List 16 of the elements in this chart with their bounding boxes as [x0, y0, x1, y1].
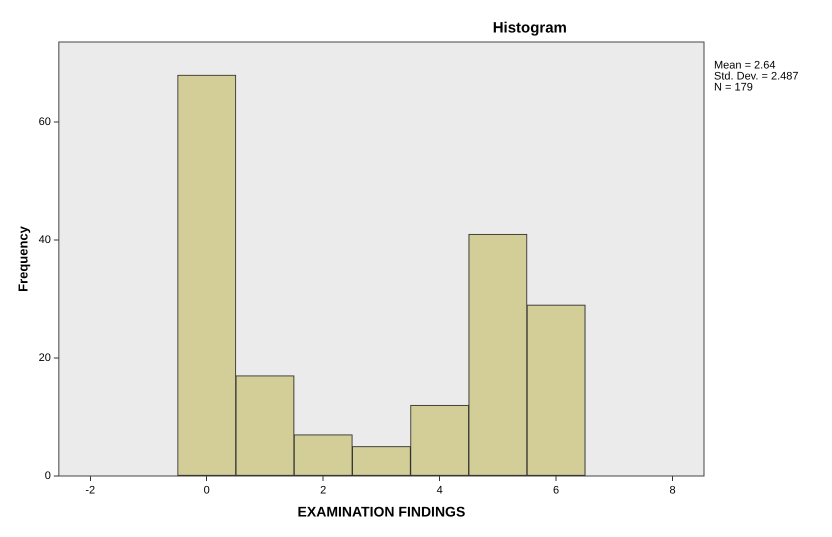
x-tick-label: 8: [669, 484, 676, 497]
x-tick-label: 2: [320, 484, 326, 497]
x-tick-label: 4: [436, 484, 443, 497]
x-tick-label: -2: [85, 484, 96, 497]
x-tick-label: 6: [553, 484, 560, 497]
x-axis-title: EXAMINATION FINDINGS: [298, 503, 466, 520]
y-axis-title: Frequency: [15, 225, 30, 292]
chart-title: Histogram: [492, 20, 567, 37]
text: Std. Dev. = 2.487: [714, 70, 798, 83]
y-tick-label: 0: [44, 470, 51, 482]
text: N = 179: [714, 82, 753, 94]
y-tick-label: 60: [38, 116, 51, 128]
x-tick-label: 0: [204, 484, 210, 497]
text: Mean = 2.64: [714, 60, 776, 72]
y-tick-label: 40: [38, 234, 51, 246]
y-tick-label: 20: [38, 352, 51, 364]
